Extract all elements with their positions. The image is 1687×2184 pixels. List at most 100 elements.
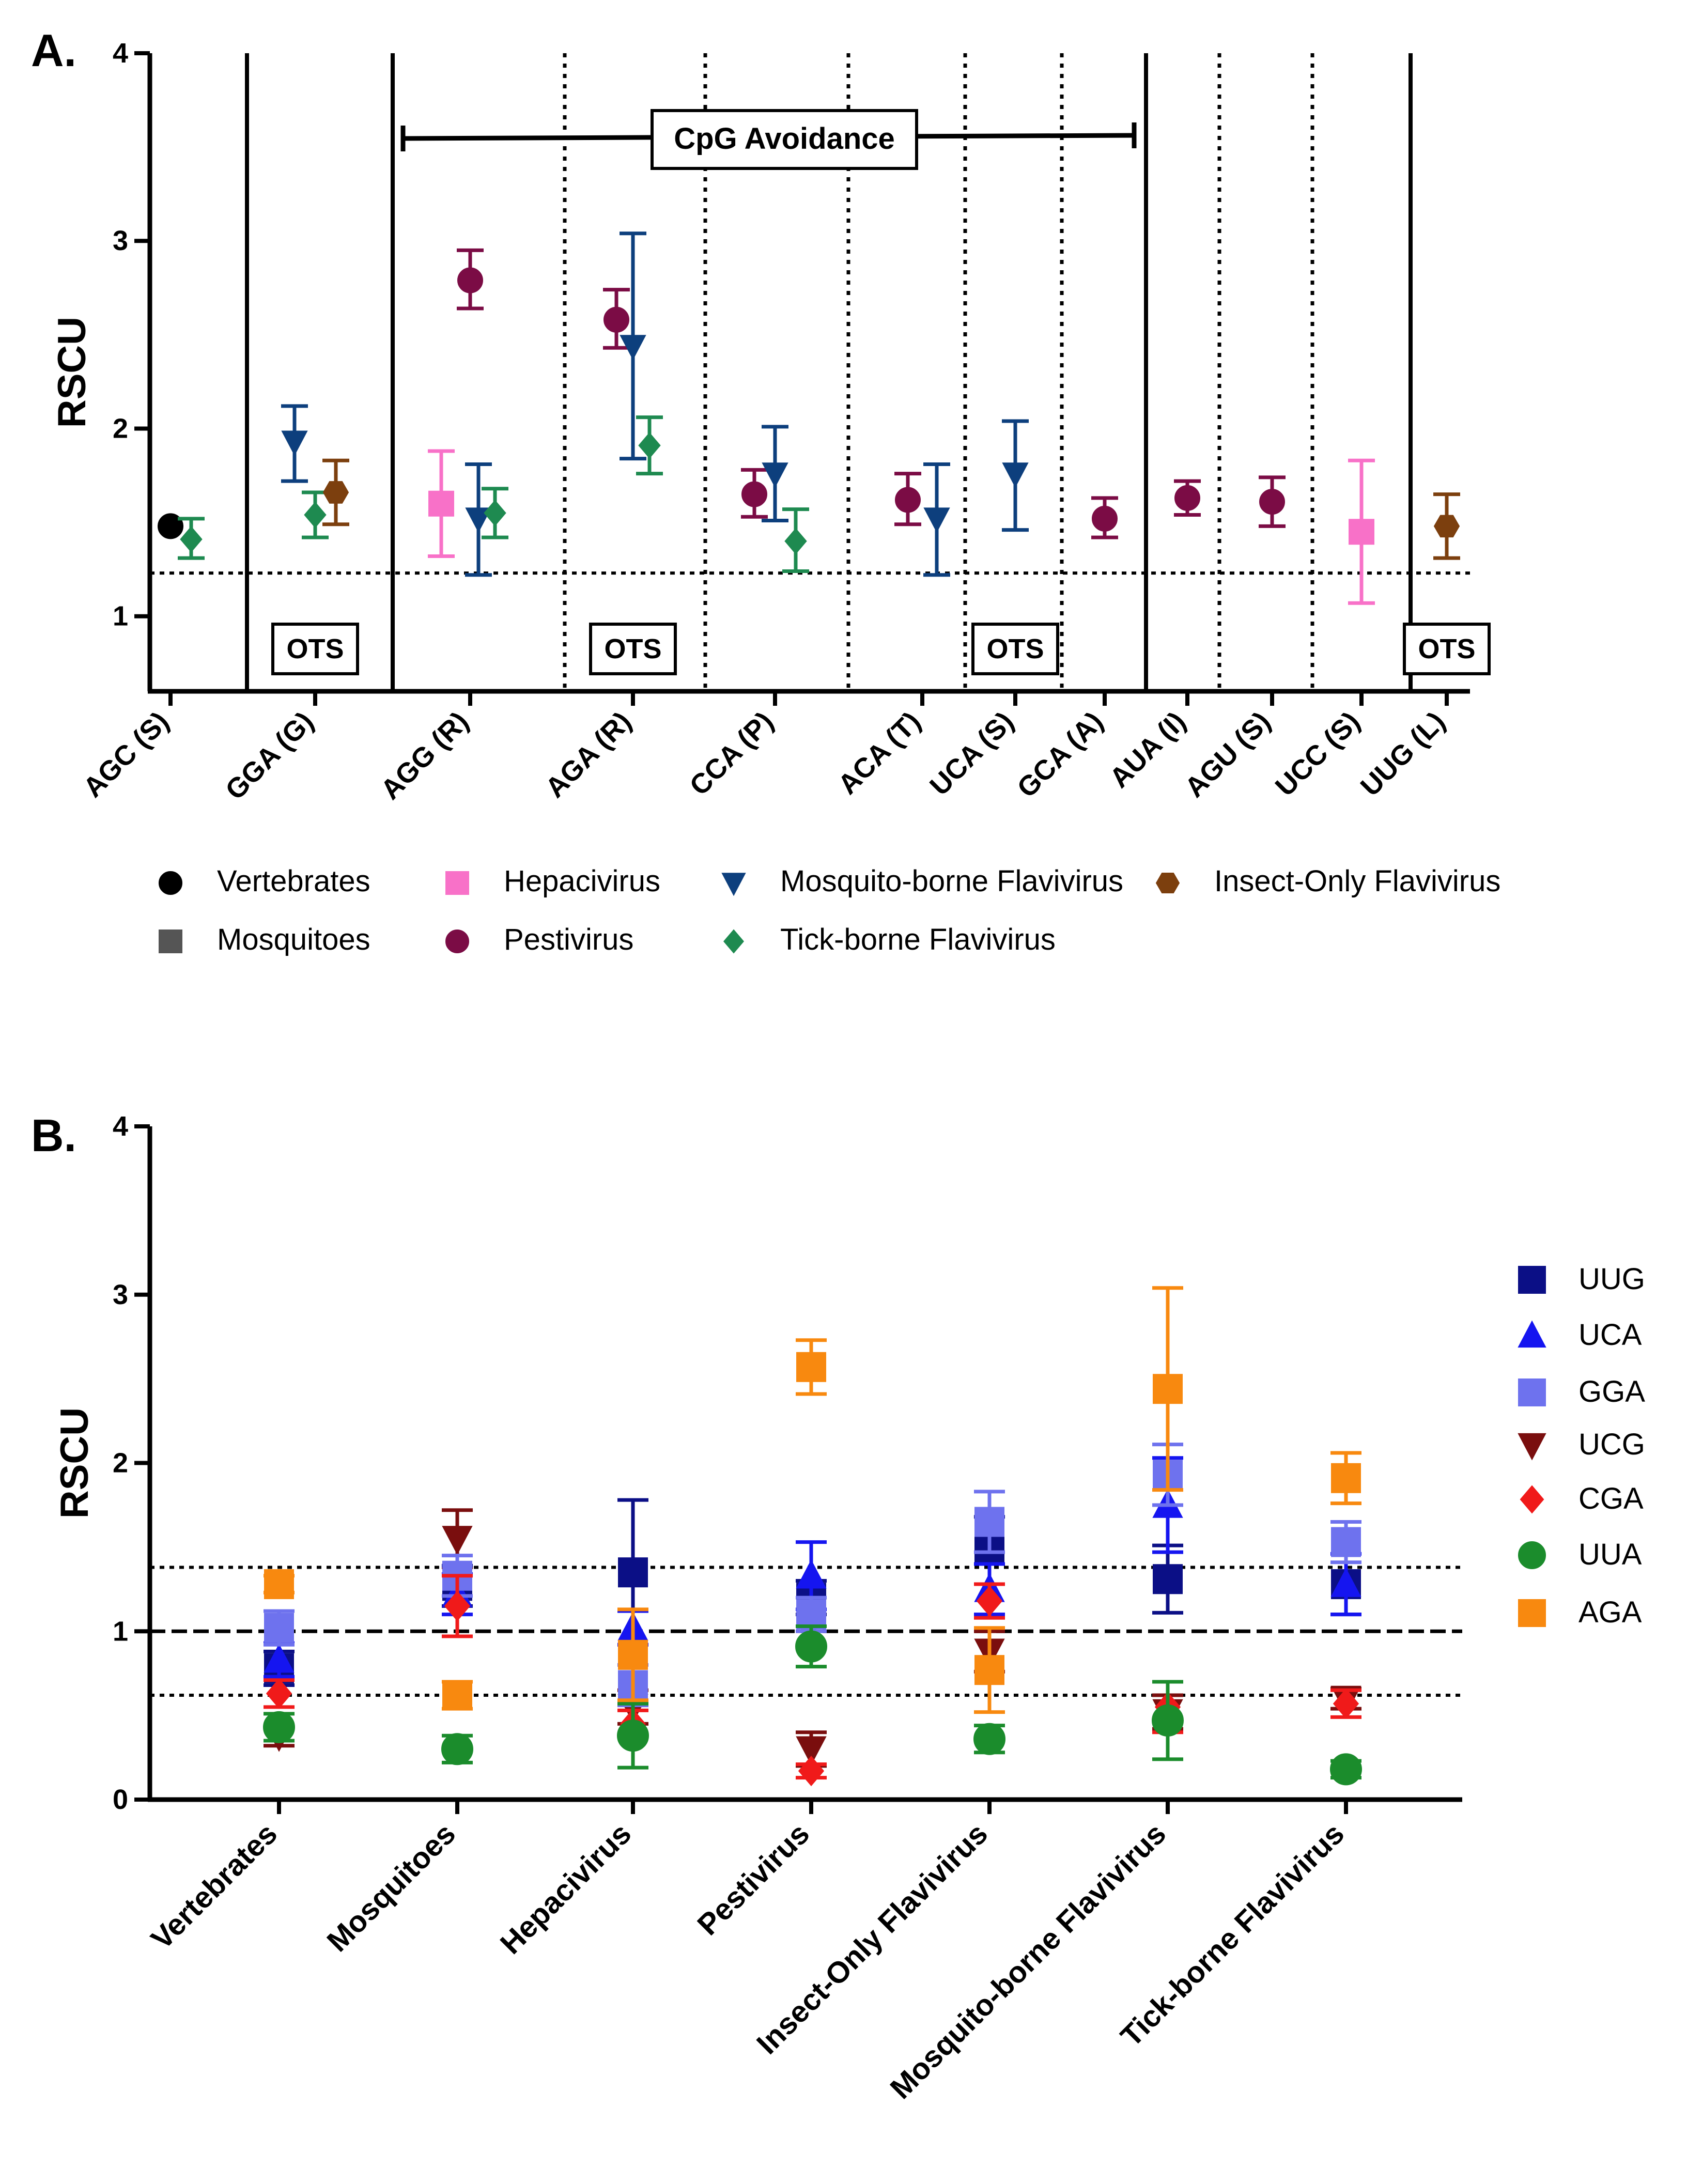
- panel-b-x-tick-label: Vertebrates: [145, 1817, 284, 1956]
- point-vertebrates-gga: [264, 1613, 294, 1643]
- legend-a-marker-tick-borne-flavivirus: [723, 929, 745, 954]
- legend-a-marker-pestivirus: [445, 930, 469, 953]
- panel-a-x-tick-label: UCC (S): [1270, 706, 1366, 802]
- point-mosquitoes-cga: [444, 1590, 471, 1621]
- cpg-avoidance-box: [651, 109, 918, 170]
- panel-b-y-tick-label: 1: [113, 1616, 128, 1647]
- legend-a-label-vertebrates: Vertebrates: [217, 864, 370, 898]
- point-mosquito-borne-flavivirus-uua: [1152, 1704, 1184, 1737]
- panel-a-x-tick-label: AGU (S): [1179, 706, 1277, 803]
- panel-b-x-tick-label: Mosquitoes: [320, 1817, 462, 1958]
- legend-a-label-insect-only-flavivirus: Insect-Only Flavivirus: [1214, 864, 1500, 898]
- panel-b-x-tick-label: Pestivirus: [691, 1817, 816, 1942]
- point-mosquitoes-ucg: [442, 1526, 473, 1555]
- point-gca-a-pestivirus: [1092, 505, 1118, 532]
- panel-a-x-tick-label: GGA (G): [220, 706, 320, 806]
- point-pestivirus-uua: [795, 1630, 827, 1663]
- panel-a-y-tick-label: 2: [113, 413, 128, 444]
- point-cca-p-mosquito-borne-flavivirus: [762, 462, 788, 488]
- point-gga-g-insect-only-flavivirus: [322, 481, 349, 504]
- legend-b-marker-uca: [1518, 1320, 1546, 1348]
- point-aga-r-pestivirus: [603, 306, 629, 333]
- cpg-avoidance-label: CpG Avoidance: [674, 122, 895, 156]
- legend-a-marker-mosquitoes: [159, 930, 182, 953]
- panel-a-y-tick-label: 1: [113, 601, 128, 632]
- panel-a-x-tick-label: AGC (S): [78, 706, 175, 803]
- point-aca-t-pestivirus: [895, 487, 921, 513]
- panel-b-label: B.: [31, 1110, 76, 1161]
- ots-box: [271, 623, 359, 675]
- panel-a-x-tick-label: GCA (A): [1011, 706, 1109, 803]
- panel-b-y-tick-label: 4: [113, 1111, 128, 1142]
- legend-b-marker-aga: [1518, 1599, 1546, 1627]
- point-aua-i-pestivirus: [1174, 485, 1200, 511]
- ots-box: [589, 623, 677, 675]
- point-pestivirus-gga: [796, 1599, 826, 1630]
- point-agu-s-pestivirus: [1259, 489, 1285, 515]
- legend-b-marker-gga: [1518, 1378, 1546, 1406]
- legend-a-label-pestivirus: Pestivirus: [504, 923, 633, 956]
- legend-a-marker-mosquito-borne-flavivirus: [721, 873, 746, 896]
- ots-box: [971, 623, 1059, 675]
- panel-a-x-tick-label: AGA (R): [539, 706, 637, 803]
- panel-b-y-axis-label: RSCU: [53, 1407, 97, 1519]
- point-pestivirus-cga: [798, 1756, 825, 1787]
- point-hepacivirus-uug: [618, 1557, 648, 1588]
- ots-label: OTS: [604, 633, 661, 664]
- panel-a-x-tick-label: ACA (T): [832, 706, 926, 800]
- legend-a-marker-vertebrates: [159, 871, 182, 895]
- legend-a-label-mosquito-borne-flavivirus: Mosquito-borne Flavivirus: [780, 864, 1123, 898]
- legend-a-label-hepacivirus: Hepacivirus: [504, 864, 660, 898]
- point-vertebrates-cga: [266, 1678, 292, 1709]
- legend-b-marker-ucg: [1518, 1433, 1546, 1461]
- panel-b-y-tick-label: 0: [113, 1784, 128, 1815]
- point-pestivirus-uca: [796, 1559, 827, 1589]
- legend-b-label-ucg: UCG: [1578, 1428, 1645, 1461]
- point-vertebrates-aga: [264, 1569, 294, 1600]
- point-mosquitoes-uua: [441, 1733, 473, 1765]
- legend-b-label-aga: AGA: [1578, 1596, 1642, 1629]
- panel-a-x-tick-label: AGG (R): [375, 706, 474, 806]
- panel-a-x-tick-label: AUA (I): [1104, 706, 1191, 794]
- point-vertebrates-uca: [264, 1644, 295, 1673]
- point-insect-only-flavivirus-uua: [973, 1723, 1005, 1755]
- point-uug-l-insect-only-flavivirus: [1433, 515, 1460, 538]
- panel-a-y-axis-label: RSCU: [50, 317, 94, 428]
- panel-b-y-tick-label: 3: [113, 1279, 128, 1310]
- point-vertebrates-uua: [263, 1711, 295, 1743]
- point-uca-s-mosquito-borne-flavivirus: [1002, 462, 1029, 488]
- point-cca-p-tick-borne-flavivirus: [784, 528, 807, 554]
- legend-b-marker-uug: [1518, 1266, 1546, 1294]
- point-hepacivirus-uua: [617, 1720, 649, 1752]
- point-insect-only-flavivirus-cga: [976, 1586, 1003, 1617]
- point-agg-r-hepacivirus: [428, 490, 454, 517]
- panel-a-x-tick-label: UUG (L): [1355, 706, 1451, 802]
- legend-b-label-cga: CGA: [1578, 1482, 1644, 1515]
- point-mosquito-borne-flavivirus-aga: [1153, 1374, 1183, 1404]
- panel-a-x-tick-label: CCA (P): [684, 706, 779, 801]
- panel-a-x-tick-label: UCA (S): [924, 706, 1019, 801]
- ots-label: OTS: [986, 633, 1044, 664]
- legend-a-marker-hepacivirus: [445, 871, 469, 895]
- point-agg-r-pestivirus: [457, 267, 483, 293]
- panel-b-y-tick-label: 2: [113, 1448, 128, 1479]
- panel-b-x-tick-label: Hepacivirus: [494, 1817, 638, 1960]
- point-agc-s-vertebrates: [158, 513, 183, 539]
- point-gga-g-tick-borne-flavivirus: [304, 502, 327, 529]
- panel-a-y-tick-label: 4: [113, 38, 128, 69]
- legend-b-label-uug: UUG: [1578, 1262, 1645, 1296]
- point-agg-r-tick-borne-flavivirus: [484, 500, 506, 526]
- point-gga-g-mosquito-borne-flavivirus: [281, 430, 308, 456]
- legend-b-label-uua: UUA: [1578, 1538, 1642, 1571]
- point-aga-r-mosquito-borne-flavivirus: [620, 335, 646, 360]
- legend-a-label-tick-borne-flavivirus: Tick-borne Flavivirus: [780, 923, 1056, 956]
- point-hepacivirus-aga: [618, 1639, 648, 1670]
- ots-box: [1403, 623, 1491, 675]
- point-tick-borne-flavivirus-cga: [1333, 1688, 1359, 1719]
- point-tick-borne-flavivirus-uca: [1330, 1568, 1361, 1597]
- ots-label: OTS: [1418, 633, 1475, 664]
- legend-a-marker-insect-only-flavivirus: [1155, 872, 1180, 894]
- point-insect-only-flavivirus-gga: [974, 1507, 1004, 1537]
